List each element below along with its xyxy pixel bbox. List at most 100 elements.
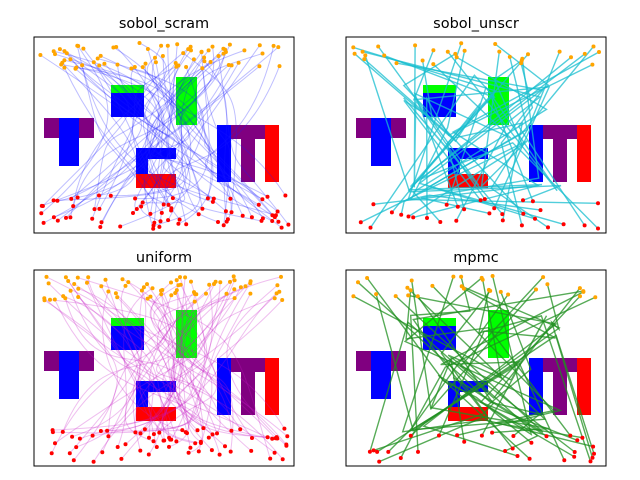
goal-point — [461, 286, 466, 291]
goal-point — [277, 64, 282, 69]
path-line — [104, 63, 278, 212]
obstacle-blue-square — [111, 93, 144, 117]
path-line — [46, 276, 221, 439]
start-point — [478, 198, 483, 203]
path-line — [52, 281, 206, 431]
goal-point — [202, 59, 207, 64]
obstacle-c-base — [136, 174, 176, 188]
goal-point — [68, 288, 73, 293]
path-line — [395, 295, 547, 437]
start-point — [256, 202, 261, 207]
goal-point — [405, 285, 410, 290]
obstacle-m-right — [265, 358, 279, 415]
path-line — [102, 291, 186, 433]
start-point — [533, 216, 537, 221]
start-point — [272, 450, 277, 455]
start-point — [223, 209, 228, 214]
path-line — [189, 282, 252, 452]
path-line — [143, 48, 160, 229]
start-point — [386, 449, 391, 454]
goal-point — [204, 291, 208, 296]
start-point — [462, 439, 467, 444]
path-line — [81, 65, 277, 216]
start-point — [161, 202, 166, 207]
path-line — [144, 62, 240, 206]
path-line — [177, 284, 213, 451]
start-point — [53, 441, 57, 446]
goal-point — [181, 51, 186, 56]
start-point — [358, 220, 363, 225]
start-point — [228, 449, 233, 454]
goal-point — [280, 298, 285, 302]
path-line — [148, 293, 207, 448]
path-line — [61, 62, 138, 196]
start-point — [500, 212, 505, 217]
goal-point — [453, 51, 458, 56]
start-point — [77, 436, 82, 441]
start-point — [166, 218, 171, 223]
path-line — [98, 65, 179, 210]
start-point — [285, 434, 290, 439]
path-line — [402, 53, 524, 215]
path-line — [185, 66, 273, 216]
goal-point — [276, 45, 281, 50]
start-point — [216, 220, 220, 224]
start-point — [228, 196, 233, 201]
start-point — [123, 442, 128, 447]
goal-point — [224, 291, 229, 296]
goal-point — [519, 61, 524, 66]
goal-point — [174, 64, 179, 69]
panel-title-sobol-unscr: sobol_unscr — [433, 16, 519, 32]
goal-point — [159, 288, 163, 293]
goal-point — [394, 61, 399, 66]
start-point — [201, 426, 206, 431]
obstacle-t-stem — [59, 118, 79, 166]
start-point — [276, 219, 281, 224]
path-line — [189, 293, 213, 452]
goal-point — [497, 49, 502, 54]
path-line — [408, 294, 558, 457]
start-point — [223, 444, 227, 449]
path-line — [148, 280, 179, 455]
path-line — [54, 299, 221, 455]
goal-point — [66, 279, 71, 283]
goal-point — [420, 58, 425, 63]
goal-point — [232, 278, 237, 283]
goal-point — [408, 288, 413, 293]
start-point — [215, 431, 219, 436]
goal-point — [459, 274, 464, 279]
goal-point — [123, 283, 128, 288]
path-line — [100, 55, 212, 199]
start-point — [368, 225, 373, 230]
start-point — [279, 225, 284, 230]
goal-point — [153, 60, 158, 65]
start-point — [406, 214, 411, 219]
goal-point — [569, 55, 573, 60]
start-point — [119, 456, 124, 461]
goal-point — [506, 292, 511, 297]
goal-point — [243, 284, 248, 289]
path-line — [142, 59, 195, 204]
start-point — [118, 224, 123, 229]
path-line — [101, 283, 215, 453]
path-line — [52, 292, 202, 434]
path-line — [64, 298, 218, 434]
start-point — [206, 435, 211, 440]
start-point — [74, 445, 79, 450]
path-line — [140, 297, 275, 434]
start-point — [41, 220, 46, 225]
start-point — [500, 218, 505, 223]
path-line — [100, 286, 285, 429]
goal-point — [431, 48, 436, 53]
obstacle-blue-square — [111, 326, 144, 350]
obstacle-green-bar — [176, 77, 197, 125]
goal-point — [169, 280, 173, 285]
goal-point — [140, 65, 145, 70]
start-point — [596, 226, 600, 231]
goal-point — [183, 275, 188, 280]
goal-point — [356, 280, 360, 285]
goal-point — [48, 297, 52, 302]
path-line — [144, 279, 236, 430]
path-line — [369, 54, 496, 228]
start-point — [416, 449, 420, 454]
